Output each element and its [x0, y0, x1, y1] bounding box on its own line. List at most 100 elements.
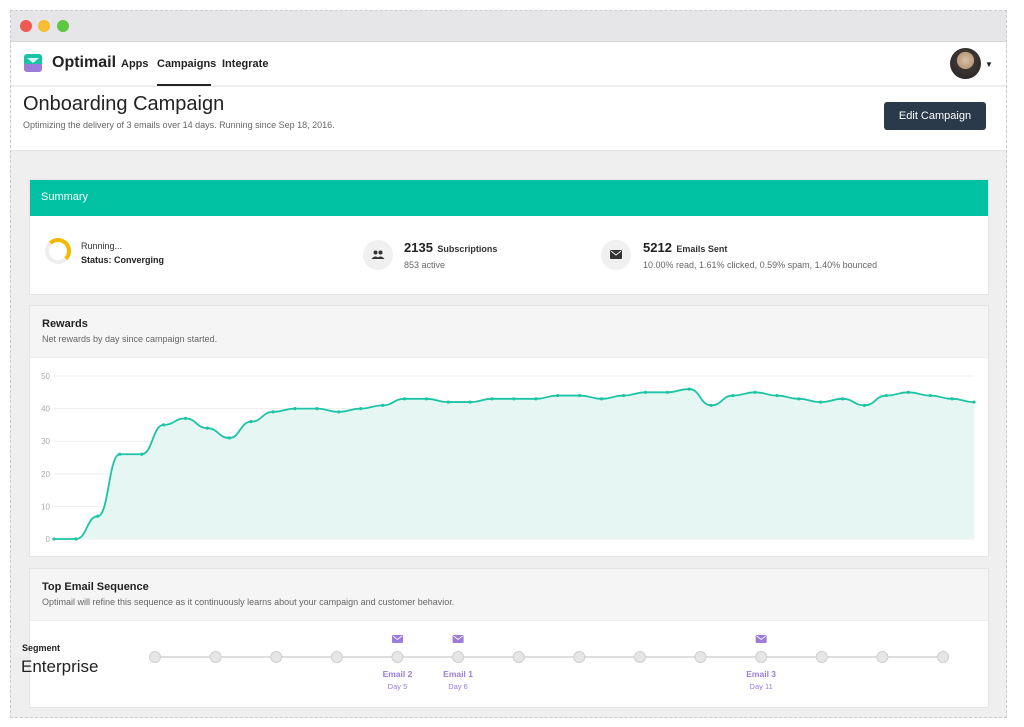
page-subtitle: Optimizing the delivery of 3 emails over… — [23, 120, 335, 130]
y-tick-label: 0 — [46, 535, 51, 544]
timeline-day-node[interactable] — [815, 651, 828, 663]
subscriptions-count: 2135 — [404, 240, 433, 255]
rewards-point — [490, 397, 494, 401]
email-marker-flap — [392, 635, 403, 641]
segment-label: Segment — [22, 643, 61, 653]
rewards-point — [534, 397, 538, 401]
rewards-point — [600, 397, 604, 401]
mail-icon-svg — [610, 250, 622, 259]
rewards-point — [52, 537, 56, 541]
rewards-point — [468, 400, 472, 404]
email-marker-flap — [453, 635, 463, 641]
timeline-day-node[interactable] — [755, 651, 768, 663]
rewards-point — [446, 400, 450, 404]
subscriptions-stat: 2135 Subscriptions 853 active — [404, 239, 497, 270]
sequence-header: Top Email Sequence Optimail will refine … — [30, 569, 988, 621]
y-tick-label: 20 — [41, 470, 50, 479]
mail-icon — [601, 240, 631, 270]
rewards-point — [293, 407, 297, 411]
emails-stats: 10.00% read, 1.61% clicked, 0.59% spam, … — [643, 260, 878, 270]
emails-stat: 5212 Emails Sent 10.00% read, 1.61% clic… — [643, 239, 877, 270]
timeline-day-node[interactable] — [512, 651, 525, 663]
timeline-day-node[interactable] — [694, 651, 707, 663]
running-text: Running... — [81, 241, 123, 251]
timeline-day-node[interactable] — [149, 651, 161, 663]
timeline-day-node[interactable] — [391, 651, 404, 663]
sequence-title: Top Email Sequence — [42, 581, 149, 593]
rewards-point — [906, 390, 910, 394]
window-titlebar — [11, 11, 1006, 42]
status-text: Status: Converging — [81, 255, 165, 265]
nav-link-integrate[interactable]: Integrate — [222, 58, 269, 70]
rewards-header: Rewards Net rewards by day since campaig… — [30, 306, 988, 358]
email-day-label: Day 11 — [750, 682, 773, 691]
nav-link-campaigns[interactable]: Campaigns — [157, 58, 217, 70]
segment-value: Enterprise — [21, 657, 99, 676]
timeline-day-node[interactable] — [573, 651, 586, 663]
optimail-logo-icon[interactable] — [24, 54, 42, 72]
edit-campaign-button[interactable]: Edit Campaign — [884, 102, 986, 130]
rewards-point — [950, 397, 954, 401]
chevron-down-icon[interactable]: ▼ — [985, 60, 993, 69]
rewards-point — [359, 407, 363, 411]
rewards-point — [424, 397, 428, 401]
sequence-card: Top Email Sequence Optimail will refine … — [29, 568, 989, 708]
rewards-point — [227, 436, 231, 440]
close-window-button[interactable] — [20, 20, 32, 32]
email-marker-flap — [756, 635, 766, 641]
timeline-day-node[interactable] — [937, 651, 949, 663]
email-day-label: Day 6 — [448, 682, 468, 691]
rewards-point — [621, 393, 626, 398]
rewards-point — [884, 393, 888, 398]
rewards-title: Rewards — [42, 318, 88, 330]
rewards-point — [271, 410, 275, 414]
sequence-subtitle: Optimail will refine this sequence as it… — [42, 597, 455, 607]
rewards-area — [54, 389, 974, 539]
rewards-point — [731, 393, 735, 398]
maximize-window-button[interactable] — [57, 20, 69, 32]
rewards-point — [797, 397, 801, 401]
rewards-point — [337, 410, 341, 414]
timeline-day-node[interactable] — [633, 651, 646, 663]
minimize-window-button[interactable] — [38, 20, 50, 32]
nav-link-apps[interactable]: Apps — [121, 58, 149, 70]
timeline-day-node[interactable] — [452, 651, 465, 663]
rewards-point — [687, 387, 691, 391]
timeline-day-node[interactable] — [876, 651, 889, 663]
email-name-label[interactable]: Email 1 — [443, 669, 473, 679]
email-name-label[interactable]: Email 2 — [383, 669, 413, 679]
rewards-point — [972, 400, 976, 404]
rewards-point — [249, 420, 253, 424]
rewards-point — [402, 397, 407, 401]
summary-card: Summary Running... Status: Converging 21… — [29, 179, 989, 295]
brand-name[interactable]: Optimail — [52, 54, 117, 71]
rewards-point — [753, 390, 757, 394]
rewards-point — [643, 390, 648, 394]
rewards-chart: 0 10 20 30 40 50 — [41, 372, 976, 544]
rewards-point — [665, 390, 669, 394]
timeline-day-node[interactable] — [209, 651, 222, 663]
page-title: Onboarding Campaign — [23, 93, 225, 115]
rewards-point — [315, 407, 319, 411]
rewards-point — [512, 397, 516, 401]
y-tick-label: 50 — [41, 372, 50, 381]
rewards-point — [205, 426, 209, 430]
emails-label: Emails Sent — [676, 244, 728, 254]
rewards-point — [862, 403, 867, 407]
rewards-point — [183, 416, 188, 420]
timeline-day-node[interactable] — [270, 651, 283, 663]
people-icon — [363, 240, 393, 270]
rewards-point — [380, 403, 385, 407]
progress-ring-icon — [45, 238, 71, 264]
timeline-day-node[interactable] — [330, 651, 343, 663]
subscriptions-active: 853 active — [404, 260, 446, 270]
email-sequence-timeline: Email 2 Day 5 Email 1 Day 6 Email 3 Day 11 — [149, 635, 949, 691]
people-icon-svg — [371, 250, 385, 259]
rewards-point — [578, 393, 582, 398]
emails-count: 5212 — [643, 240, 672, 255]
user-avatar[interactable] — [950, 48, 981, 79]
summary-title: Summary — [30, 180, 988, 216]
email-name-label[interactable]: Email 3 — [746, 669, 776, 679]
page-header: Onboarding Campaign Optimizing the deliv… — [11, 87, 1006, 151]
rewards-point — [819, 400, 823, 404]
